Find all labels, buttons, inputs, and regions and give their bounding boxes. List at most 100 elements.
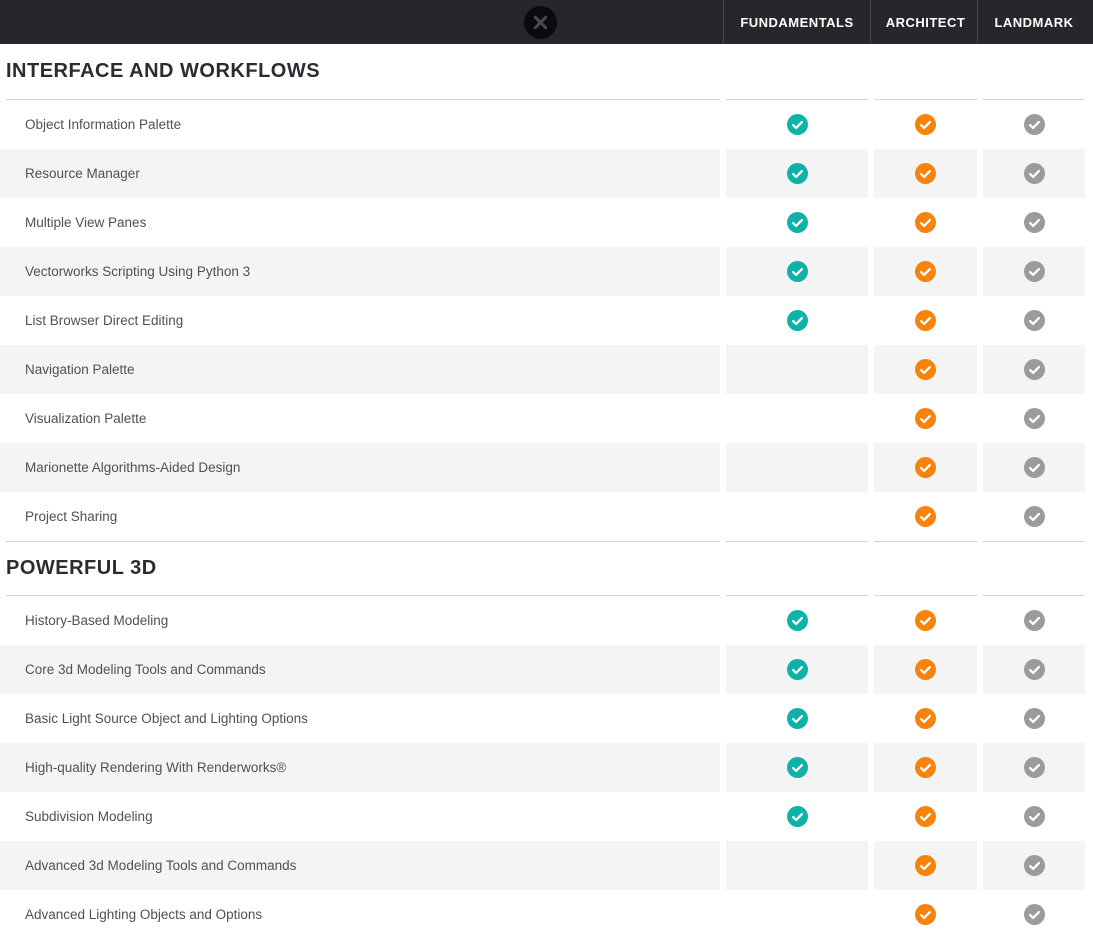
feature-cell-landmark <box>983 596 1085 645</box>
check-circle-icon <box>915 359 936 380</box>
feature-cell-fundamentals <box>726 645 868 694</box>
feature-cell-architect <box>874 247 977 296</box>
feature-cell-landmark <box>983 345 1085 394</box>
feature-label: Object Information Palette <box>0 100 720 149</box>
feature-section: INTERFACE AND WORKFLOWSObject Informatio… <box>0 44 1093 541</box>
check-circle-icon <box>1024 806 1045 827</box>
feature-label: Advanced Lighting Objects and Options <box>0 890 720 939</box>
check-circle-icon <box>915 708 936 729</box>
feature-cell-architect <box>874 394 977 443</box>
table-row: List Browser Direct Editing <box>0 296 1085 345</box>
divider-segment <box>726 541 868 542</box>
feature-cell-architect <box>874 792 977 841</box>
divider-segment <box>6 541 720 542</box>
check-circle-icon <box>1024 163 1045 184</box>
feature-cell-architect <box>874 198 977 247</box>
comparison-table: INTERFACE AND WORKFLOWSObject Informatio… <box>0 44 1093 939</box>
feature-cell-architect <box>874 345 977 394</box>
divider-segment <box>874 541 977 542</box>
check-circle-icon <box>787 163 808 184</box>
check-circle-icon <box>1024 506 1045 527</box>
feature-cell-fundamentals <box>726 247 868 296</box>
feature-cell-fundamentals <box>726 394 868 443</box>
column-header-architect: ARCHITECT <box>874 0 977 44</box>
feature-cell-architect <box>874 596 977 645</box>
check-circle-icon <box>1024 904 1045 925</box>
check-circle-icon <box>915 904 936 925</box>
feature-cell-fundamentals <box>726 100 868 149</box>
feature-cell-architect <box>874 296 977 345</box>
feature-label: High-quality Rendering With Renderworks® <box>0 743 720 792</box>
feature-label: Project Sharing <box>0 492 720 541</box>
table-row: Visualization Palette <box>0 394 1085 443</box>
table-row: Basic Light Source Object and Lighting O… <box>0 694 1085 743</box>
feature-cell-fundamentals <box>726 149 868 198</box>
section-title: POWERFUL 3D <box>0 542 1093 595</box>
table-row: Subdivision Modeling <box>0 792 1085 841</box>
feature-cell-architect <box>874 890 977 939</box>
check-circle-icon <box>1024 310 1045 331</box>
table-row: Advanced 3d Modeling Tools and Commands <box>0 841 1085 890</box>
check-circle-icon <box>1024 261 1045 282</box>
feature-cell-landmark <box>983 149 1085 198</box>
feature-label: Advanced 3d Modeling Tools and Commands <box>0 841 720 890</box>
feature-cell-landmark <box>983 890 1085 939</box>
column-divider <box>723 0 724 44</box>
table-row: Multiple View Panes <box>0 198 1085 247</box>
feature-cell-fundamentals <box>726 443 868 492</box>
feature-label: Multiple View Panes <box>0 198 720 247</box>
column-header-landmark: LANDMARK <box>983 0 1085 44</box>
feature-cell-landmark <box>983 694 1085 743</box>
feature-label: Visualization Palette <box>0 394 720 443</box>
feature-cell-landmark <box>983 198 1085 247</box>
check-circle-icon <box>915 806 936 827</box>
table-row: History-Based Modeling <box>0 596 1085 645</box>
table-row: Navigation Palette <box>0 345 1085 394</box>
feature-cell-landmark <box>983 296 1085 345</box>
feature-cell-fundamentals <box>726 596 868 645</box>
feature-cell-fundamentals <box>726 198 868 247</box>
column-header-fundamentals: FUNDAMENTALS <box>726 0 868 44</box>
feature-cell-landmark <box>983 743 1085 792</box>
feature-cell-architect <box>874 694 977 743</box>
feature-label: Vectorworks Scripting Using Python 3 <box>0 247 720 296</box>
feature-label: History-Based Modeling <box>0 596 720 645</box>
feature-label: Subdivision Modeling <box>0 792 720 841</box>
table-row: High-quality Rendering With Renderworks® <box>0 743 1085 792</box>
feature-cell-architect <box>874 149 977 198</box>
check-circle-icon <box>787 757 808 778</box>
check-circle-icon <box>787 610 808 631</box>
feature-cell-fundamentals <box>726 841 868 890</box>
feature-cell-fundamentals <box>726 694 868 743</box>
feature-label: Resource Manager <box>0 149 720 198</box>
divider-segment <box>983 541 1085 542</box>
feature-cell-landmark <box>983 841 1085 890</box>
check-circle-icon <box>915 757 936 778</box>
table-row: Resource Manager <box>0 149 1085 198</box>
check-circle-icon <box>915 506 936 527</box>
feature-cell-fundamentals <box>726 743 868 792</box>
table-row: Marionette Algorithms-Aided Design <box>0 443 1085 492</box>
feature-cell-architect <box>874 743 977 792</box>
comparison-topbar: FUNDAMENTALS ARCHITECT LANDMARK <box>0 0 1093 44</box>
feature-cell-fundamentals <box>726 792 868 841</box>
check-circle-icon <box>787 708 808 729</box>
feature-label: Marionette Algorithms-Aided Design <box>0 443 720 492</box>
table-row: Core 3d Modeling Tools and Commands <box>0 645 1085 694</box>
table-row: Object Information Palette <box>0 100 1085 149</box>
feature-cell-fundamentals <box>726 492 868 541</box>
feature-cell-architect <box>874 841 977 890</box>
check-circle-icon <box>1024 114 1045 135</box>
check-circle-icon <box>787 310 808 331</box>
feature-cell-fundamentals <box>726 345 868 394</box>
feature-cell-landmark <box>983 492 1085 541</box>
check-circle-icon <box>915 855 936 876</box>
feature-cell-landmark <box>983 247 1085 296</box>
feature-cell-architect <box>874 443 977 492</box>
check-circle-icon <box>915 261 936 282</box>
section-title: INTERFACE AND WORKFLOWS <box>0 44 1093 99</box>
check-circle-icon <box>1024 457 1045 478</box>
check-circle-icon <box>787 261 808 282</box>
column-divider <box>977 0 978 44</box>
check-circle-icon <box>1024 212 1045 233</box>
